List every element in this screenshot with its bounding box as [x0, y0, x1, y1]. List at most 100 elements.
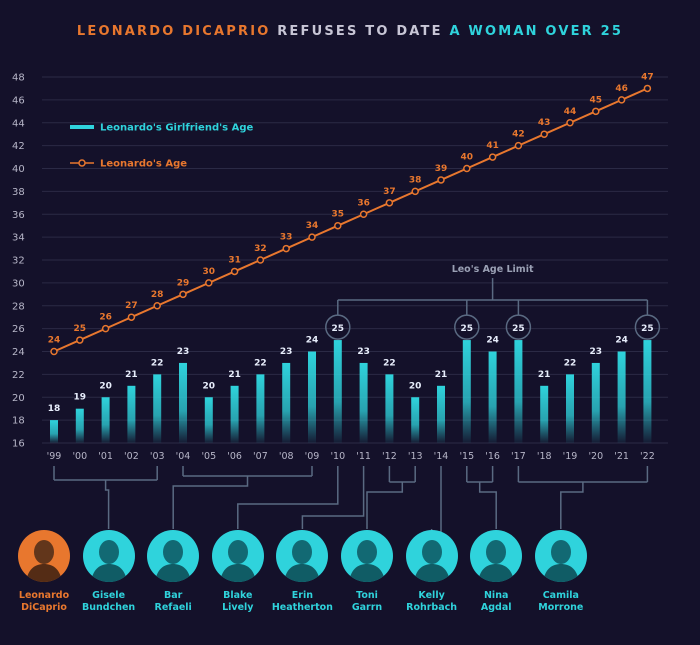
leo-age-point: [127, 313, 136, 321]
leo-age-label: 41: [486, 141, 499, 151]
leo-age-label: 26: [99, 313, 112, 323]
girlfriend-age-label: 25: [461, 324, 474, 334]
leo-age-point: [514, 141, 523, 150]
legend-leo-marker: [78, 159, 86, 167]
leo-age-point: [230, 267, 239, 276]
x-tick-label: '04: [176, 451, 191, 462]
x-tick-label: '99: [47, 451, 62, 462]
x-tick-label: '18: [537, 451, 552, 462]
y-tick-label: 44: [12, 118, 25, 129]
leo-age-point: [50, 347, 58, 356]
girlfriend-age-label: 25: [332, 324, 345, 334]
leo-age-point: [101, 324, 110, 333]
title-woman: A WOMAN OVER 25: [449, 24, 624, 39]
leo-age-point: [385, 199, 394, 207]
girlfriend-age-label: 22: [254, 358, 267, 368]
person-erin-heatherton: Erin Heatherton: [262, 530, 342, 614]
girlfriend-age-bar: [101, 397, 110, 443]
leo-age-label: 29: [177, 278, 190, 288]
y-tick-label: 22: [12, 370, 25, 381]
girlfriend-age-bar: [204, 397, 213, 443]
girlfriend-age-bar: [50, 420, 58, 443]
girlfriend-age-label: 24: [615, 336, 628, 346]
leo-age-point: [488, 153, 497, 161]
girlfriend-age-label: 23: [280, 347, 293, 357]
person-first-name: Toni: [356, 590, 378, 601]
girlfriend-age-label: 23: [177, 347, 190, 357]
x-tick-label: '00: [72, 451, 87, 462]
x-tick-label: '15: [459, 451, 474, 462]
leo-age-point: [179, 290, 187, 299]
y-tick-label: 34: [12, 233, 25, 244]
person-connector: [366, 482, 404, 529]
person-first-name: Blake: [223, 590, 253, 601]
legend-girlfriend-label: Leonardo's Girlfriend's Age: [100, 123, 254, 134]
x-tick-label: '16: [485, 451, 500, 462]
toni-garrn-avatar: [341, 530, 393, 582]
y-tick-label: 40: [12, 164, 25, 175]
y-tick-label: 36: [12, 210, 25, 221]
leo-age-point: [643, 84, 652, 93]
bar-refaeli-avatar: [147, 530, 200, 582]
leo-age-label: 42: [512, 130, 525, 140]
leo-age-point: [256, 256, 265, 264]
leo-age-label: 35: [332, 210, 345, 220]
leo-age-label: 36: [357, 198, 370, 208]
person-toni-garrn: Toni Garrn: [327, 530, 407, 614]
person-last-name: Morrone: [538, 602, 584, 613]
person-connector: [172, 476, 249, 529]
kelly-rohrbach-avatar: [405, 530, 458, 582]
person-connector: [237, 494, 339, 529]
leo-age-label: 32: [254, 244, 267, 254]
girlfriend-age-bar: [179, 362, 187, 443]
leo-age-point: [153, 302, 161, 310]
girlfriend-age-bar: [127, 385, 136, 443]
leo-age-label: 33: [280, 233, 293, 243]
y-tick-label: 46: [12, 95, 25, 106]
y-tick-label: 42: [12, 141, 25, 152]
person-kelly-rohrbach: Kelly Rohrbach: [392, 530, 472, 614]
y-tick-label: 16: [12, 439, 25, 450]
girlfriend-age-label: 20: [409, 381, 422, 391]
y-tick-label: 38: [12, 187, 25, 198]
camila-morrone-avatar: [534, 530, 587, 582]
leo-age-label: 30: [203, 267, 216, 277]
leo-age-label: 43: [538, 118, 551, 128]
leo-age-line: [53, 87, 648, 353]
person-bar-refaeli: Bar Refaeli: [133, 530, 213, 614]
leo-age-point: [540, 130, 548, 138]
girlfriend-age-bar: [153, 374, 162, 443]
girlfriend-age-label: 20: [99, 381, 112, 391]
girlfriend-age-label: 23: [357, 347, 370, 357]
leo-age-point: [308, 233, 316, 241]
erin-heatherton-avatar: [276, 530, 329, 582]
leo-age-point: [592, 107, 600, 116]
person-name: Camila Morrone: [521, 590, 601, 614]
girlfriend-age-label: 25: [512, 324, 525, 334]
girlfriend-age-bar: [540, 385, 549, 443]
person-name: Toni Garrn: [327, 590, 407, 614]
y-tick-label: 28: [12, 301, 25, 312]
girlfriend-age-label: 21: [228, 370, 241, 380]
girlfriend-age-bar: [75, 408, 84, 443]
leo-age-point: [334, 221, 342, 230]
girlfriend-age-bar: [488, 351, 497, 443]
girlfriend-age-bar: [385, 374, 394, 443]
person-name: Kelly Rohrbach: [392, 590, 472, 614]
leo-age-label: 28: [151, 290, 164, 300]
person-gisele-bundchen: Gisele Bundchen: [69, 530, 149, 614]
x-tick-label: '08: [279, 451, 294, 462]
leonardo-dicaprio-avatar: [18, 530, 70, 582]
x-tick-label: '17: [511, 451, 526, 462]
y-tick-label: 32: [12, 256, 25, 267]
leo-age-point: [566, 119, 574, 127]
girlfriend-age-bar: [617, 351, 626, 443]
leo-age-label: 25: [74, 324, 87, 334]
x-tick-label: '22: [640, 451, 655, 462]
y-tick-label: 24: [12, 347, 25, 358]
girlfriend-age-label: 22: [564, 358, 577, 368]
girlfriend-age-bar: [230, 385, 239, 443]
girlfriend-age-bar: [256, 374, 265, 443]
girlfriend-age-label: 24: [486, 336, 499, 346]
girlfriend-age-bar: [359, 362, 368, 443]
